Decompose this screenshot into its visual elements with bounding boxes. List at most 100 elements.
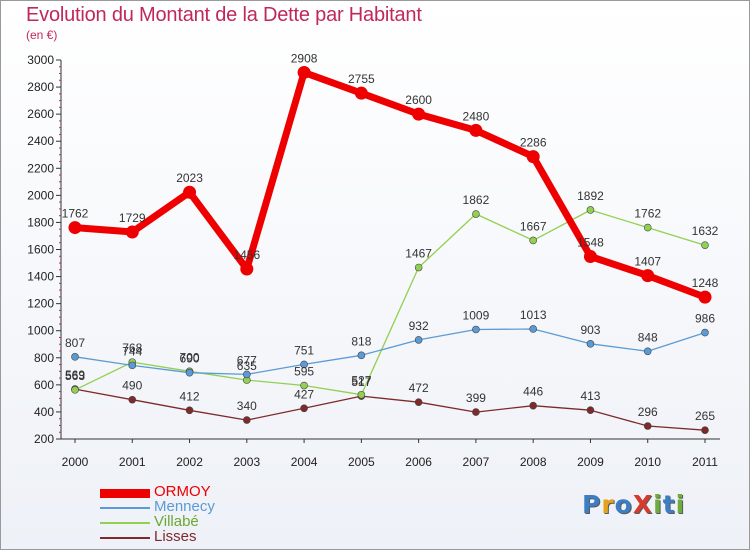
data-label-lisses: 446: [523, 385, 543, 399]
legend-label: Villabé: [154, 513, 199, 530]
data-point-lisses: [243, 416, 251, 424]
y-tick-label: 800: [34, 351, 54, 365]
x-tick-label: 2001: [119, 455, 146, 469]
chart-subtitle: (en €): [26, 28, 58, 42]
data-label-lisses: 472: [409, 381, 429, 395]
data-label-ormoy: 2755: [348, 72, 375, 86]
data-point-mennecy: [529, 325, 537, 333]
logo-letter: i: [653, 490, 663, 519]
data-point-lisses: [128, 395, 137, 404]
series-line-lisses: [74, 388, 706, 431]
x-tick-label: 2004: [291, 455, 318, 469]
data-point-lisses: [414, 398, 423, 406]
data-label-ormoy: 2908: [291, 51, 318, 65]
chart-title: Evolution du Montant de la Dette par Hab…: [26, 4, 422, 26]
data-label-villabé: 768: [122, 341, 142, 355]
y-tick-label: 2000: [27, 188, 54, 202]
data-point-ormoy: [526, 150, 540, 164]
y-tick-label: 1200: [27, 297, 54, 311]
data-label-villabé: 1467: [405, 247, 432, 261]
legend-item-lisses: Lisses: [100, 528, 300, 545]
logo-letter: r: [601, 490, 615, 519]
data-point-ormoy: [583, 250, 597, 264]
data-label-lisses: 517: [351, 375, 371, 389]
data-point-villabé: [71, 386, 79, 394]
data-label-mennecy: 932: [409, 319, 429, 333]
data-point-lisses: [300, 404, 308, 413]
data-label-lisses: 340: [237, 399, 257, 413]
legend-swatch: [100, 537, 150, 539]
data-label-mennecy: 807: [65, 336, 85, 350]
data-label-lisses: 296: [638, 405, 658, 419]
y-tick-label: 400: [34, 405, 54, 419]
x-tick-label: 2003: [233, 455, 260, 469]
data-label-mennecy: 744: [122, 344, 142, 358]
data-point-mennecy: [414, 336, 423, 344]
logo-letter: i: [675, 490, 686, 519]
data-label-villabé: 1892: [577, 189, 604, 203]
data-point-villabé: [472, 210, 480, 218]
data-label-mennecy: 903: [580, 323, 600, 337]
data-point-lisses: [472, 408, 480, 416]
data-point-ormoy: [412, 107, 426, 121]
data-point-ormoy: [354, 86, 368, 100]
data-label-ormoy: 1407: [634, 255, 661, 269]
data-label-mennecy: 848: [638, 330, 658, 344]
data-label-villabé: 1762: [634, 207, 661, 221]
data-label-lisses: 569: [65, 368, 85, 382]
data-point-mennecy: [300, 360, 308, 369]
data-point-villabé: [529, 236, 537, 245]
data-label-ormoy: 1762: [62, 207, 89, 221]
data-label-ormoy: 1548: [577, 236, 604, 250]
legend-item-villabé: Villabé: [100, 513, 300, 530]
data-point-mennecy: [185, 368, 194, 377]
legend-swatch: [100, 488, 150, 498]
data-label-lisses: 265: [695, 409, 715, 423]
data-point-ormoy: [698, 290, 712, 304]
x-tick-label: 2000: [62, 455, 89, 469]
data-label-ormoy: 2480: [463, 109, 490, 123]
data-point-villabé: [357, 390, 366, 399]
data-point-villabé: [300, 381, 308, 390]
data-point-villabé: [414, 263, 423, 272]
y-tick-label: 1600: [27, 243, 54, 257]
x-tick-label: 2005: [348, 455, 375, 469]
data-label-ormoy: 1456: [233, 248, 260, 262]
legend-swatch: [100, 522, 150, 524]
data-point-villabé: [701, 241, 709, 249]
y-tick-label: 2600: [27, 107, 54, 121]
data-point-lisses: [529, 401, 537, 410]
legend-label: ORMOY: [154, 483, 211, 500]
data-label-villabé: 1632: [692, 224, 719, 238]
y-tick-label: 2400: [27, 134, 54, 148]
data-point-mennecy: [357, 351, 366, 360]
data-label-lisses: 490: [122, 379, 142, 393]
data-label-lisses: 427: [294, 387, 314, 401]
legend-item-ormoy: ORMOY: [100, 483, 300, 500]
data-label-villabé: 700: [180, 350, 200, 364]
y-tick-label: 2800: [27, 80, 54, 94]
data-point-mennecy: [128, 361, 137, 370]
data-label-ormoy: 1729: [119, 211, 146, 225]
y-tick-label: 3000: [27, 53, 54, 67]
data-label-mennecy: 818: [351, 334, 371, 348]
data-label-ormoy: 2600: [405, 93, 432, 107]
data-point-mennecy: [243, 370, 251, 379]
data-point-ormoy: [240, 262, 254, 276]
data-point-lisses: [586, 406, 595, 414]
data-label-ormoy: 1248: [692, 276, 719, 290]
data-point-lisses: [185, 406, 194, 415]
data-label-lisses: 413: [580, 389, 600, 403]
data-point-mennecy: [472, 325, 480, 334]
series-line-villabé: [74, 209, 706, 396]
data-label-mennecy: 677: [237, 353, 257, 367]
logo-letter: X: [632, 490, 654, 519]
data-point-lisses: [701, 426, 709, 435]
data-point-ormoy: [469, 123, 483, 137]
x-tick-label: 2008: [520, 455, 547, 469]
data-label-mennecy: 1013: [520, 308, 547, 322]
data-point-mennecy: [586, 340, 595, 348]
data-label-villabé: 1667: [520, 219, 547, 233]
data-label-ormoy: 2286: [520, 136, 547, 150]
